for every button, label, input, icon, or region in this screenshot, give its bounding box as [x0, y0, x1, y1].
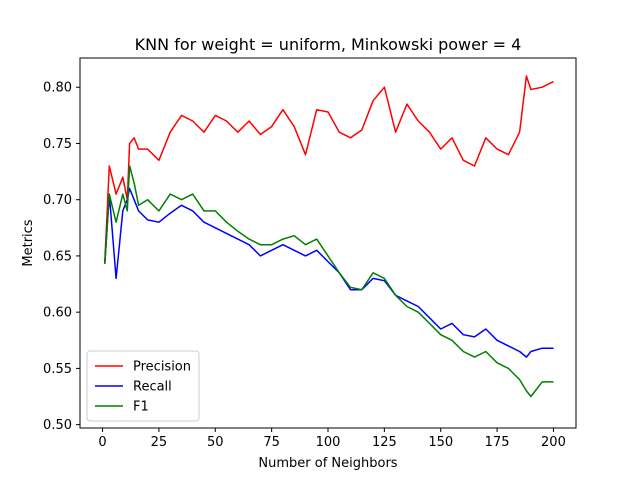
x-tick-label: 50 [207, 435, 224, 450]
chart-title: KNN for weight = uniform, Minkowski powe… [135, 35, 522, 54]
x-tick-label: 0 [98, 435, 106, 450]
legend: Precision Recall F1 [86, 350, 200, 422]
legend-label-f1: F1 [133, 400, 149, 415]
legend-label-precision: Precision [133, 360, 191, 375]
x-tick-label: 125 [372, 435, 397, 450]
y-tick-label: 0.50 [43, 418, 72, 433]
series-line-recall [104, 187, 554, 358]
legend-label-recall: Recall [133, 380, 172, 395]
y-tick-label: 0.75 [43, 137, 72, 152]
x-tick-label: 100 [316, 435, 341, 450]
y-tick-label: 0.65 [43, 249, 72, 264]
y-tick-label: 0.55 [43, 362, 72, 377]
legend-box [86, 350, 200, 422]
y-tick-label: 0.70 [43, 193, 72, 208]
y-tick-label: 0.80 [43, 81, 72, 96]
series-line-precision [104, 75, 554, 262]
x-tick-label: 175 [485, 435, 510, 450]
x-axis: 0 25 50 75 100 125 150 175 200 [98, 428, 566, 450]
x-axis-label: Number of Neighbors [258, 456, 397, 471]
series-line-f1 [104, 165, 554, 398]
x-tick-label: 200 [541, 435, 566, 450]
x-tick-label: 150 [428, 435, 453, 450]
y-tick-label: 0.60 [43, 306, 72, 321]
x-tick-label: 75 [263, 435, 280, 450]
y-axis-label: Metrics [21, 219, 36, 266]
y-axis: 0.50 0.55 0.60 0.65 0.70 0.75 0.80 [43, 81, 80, 433]
x-tick-label: 25 [151, 435, 168, 450]
